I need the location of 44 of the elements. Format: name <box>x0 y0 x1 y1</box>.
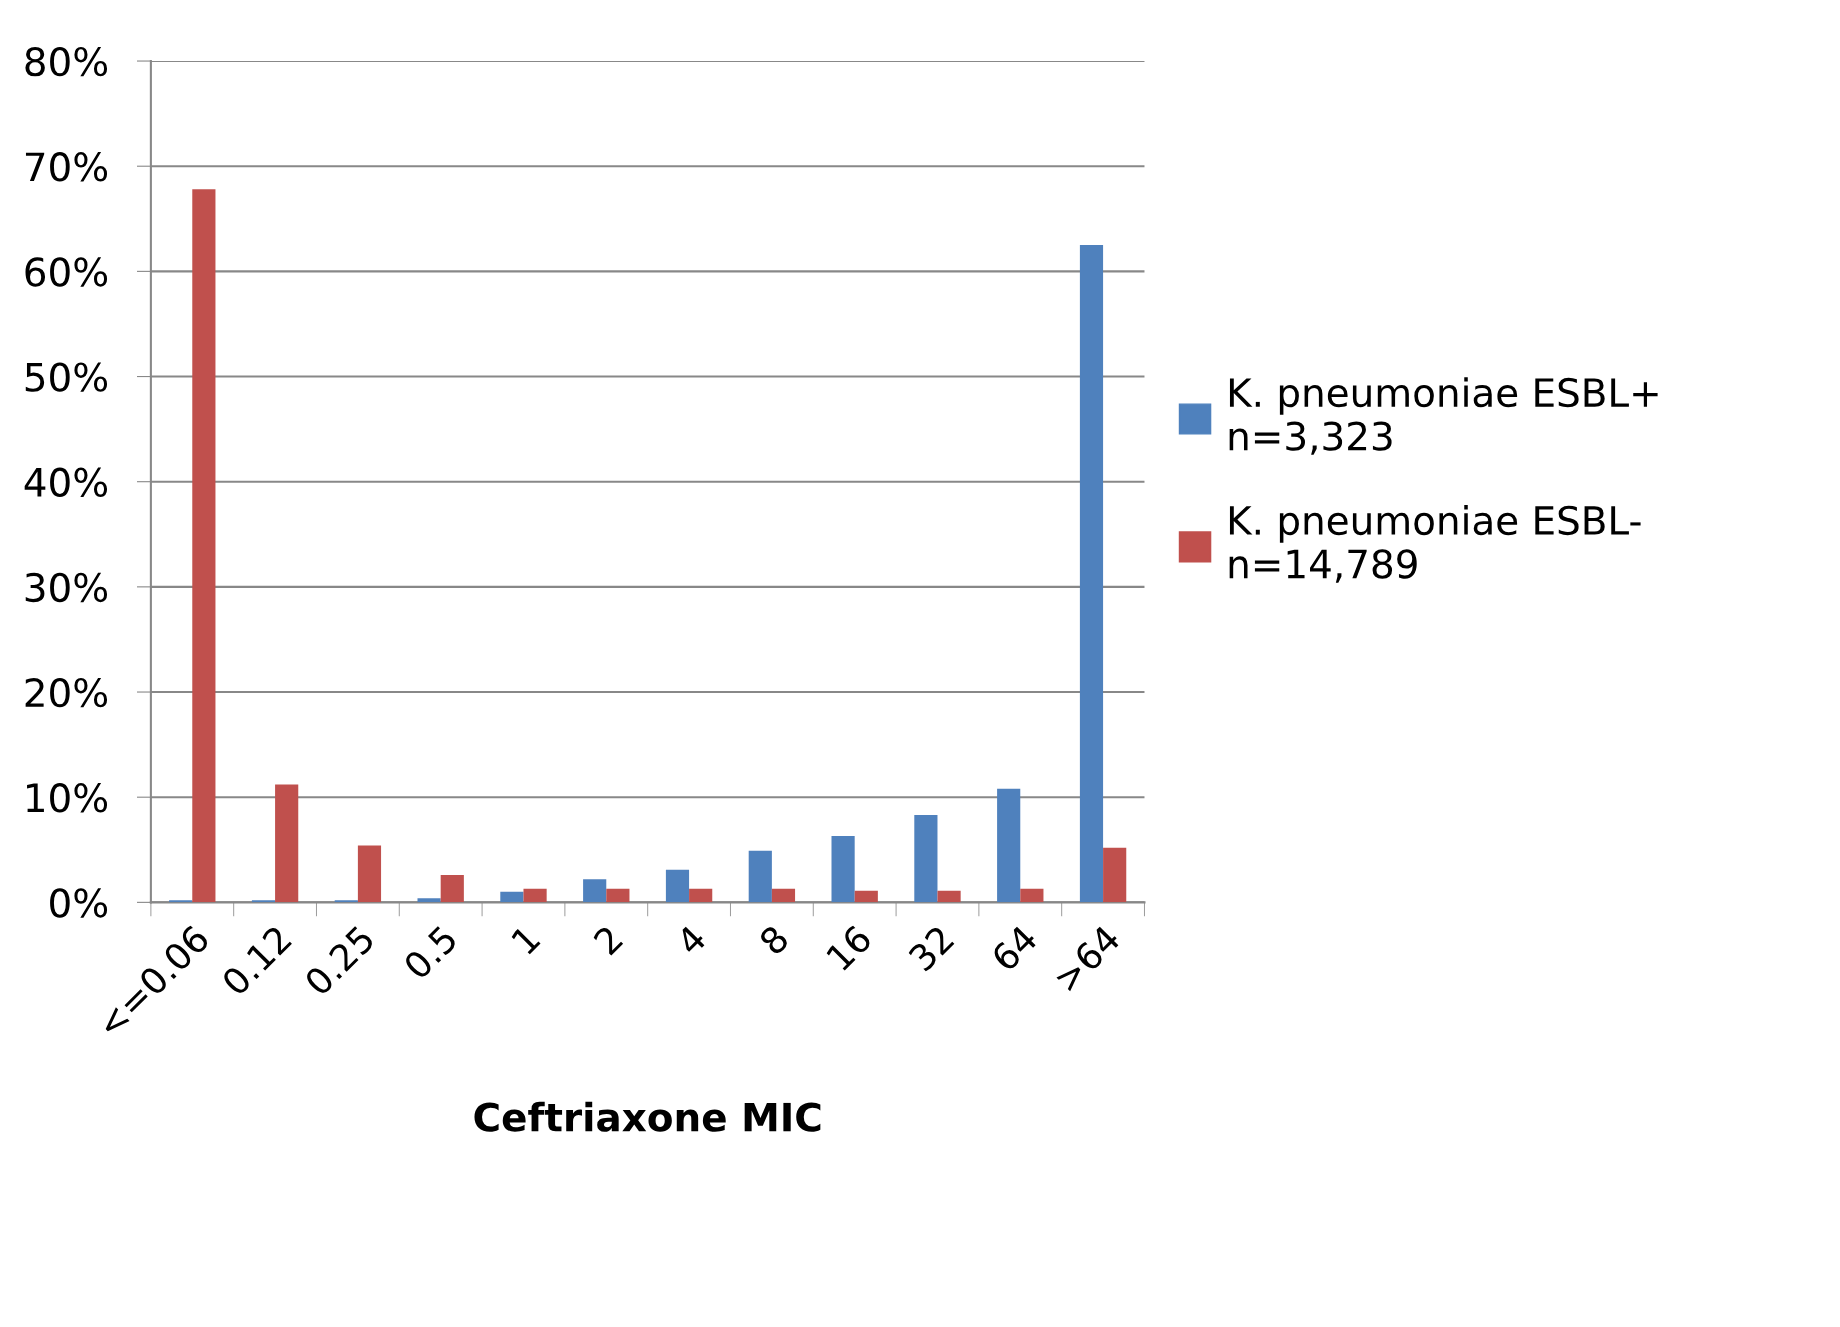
bar <box>583 879 607 903</box>
y-tick-label: 80% <box>25 46 108 77</box>
bar <box>748 850 772 903</box>
x-tick-label: 8 <box>757 924 790 957</box>
bar <box>914 815 938 903</box>
bar <box>334 900 358 903</box>
bar <box>937 890 961 903</box>
x-axis-title: Ceftriaxone MIC <box>474 1101 821 1132</box>
y-tick-label: 40% <box>24 467 108 498</box>
bar <box>1103 847 1127 903</box>
bar <box>251 900 276 903</box>
x-tick-label: 0.5 <box>402 924 459 981</box>
bar <box>1020 888 1044 903</box>
x-tick-label: 2 <box>592 924 624 956</box>
x-tick-label: 16 <box>825 923 873 972</box>
bar <box>689 888 713 903</box>
bar <box>831 836 855 903</box>
bar <box>606 888 630 903</box>
legend-label: K. pneumoniae ESBL+ n=3,323 <box>1229 377 1658 455</box>
x-tick-label: 32 <box>907 924 955 973</box>
bar <box>169 900 193 903</box>
bar <box>665 869 690 903</box>
legend-label: K. pneumoniae ESBL- n=14,789 <box>1229 505 1641 583</box>
bar <box>357 845 382 903</box>
bar <box>771 888 796 903</box>
y-tick-label: 60% <box>25 257 108 287</box>
bar <box>275 784 299 903</box>
bar <box>1079 245 1104 903</box>
bar <box>997 788 1021 903</box>
x-tick-label: 1 <box>510 924 541 955</box>
y-tick-label: 70% <box>25 152 108 182</box>
bar <box>417 898 441 903</box>
x-tick-label: 4 <box>674 924 708 957</box>
bar <box>523 888 547 903</box>
y-tick-label: 10% <box>27 783 108 813</box>
bar <box>500 891 524 903</box>
bar <box>854 890 878 903</box>
y-tick-label: 20% <box>25 677 108 708</box>
y-tick-label: 30% <box>25 572 108 603</box>
y-tick-label: 50% <box>25 362 108 392</box>
bar <box>192 189 216 903</box>
bar <box>440 875 464 903</box>
x-tick-label: 64 <box>990 923 1039 973</box>
y-tick-label: 0% <box>50 888 108 918</box>
